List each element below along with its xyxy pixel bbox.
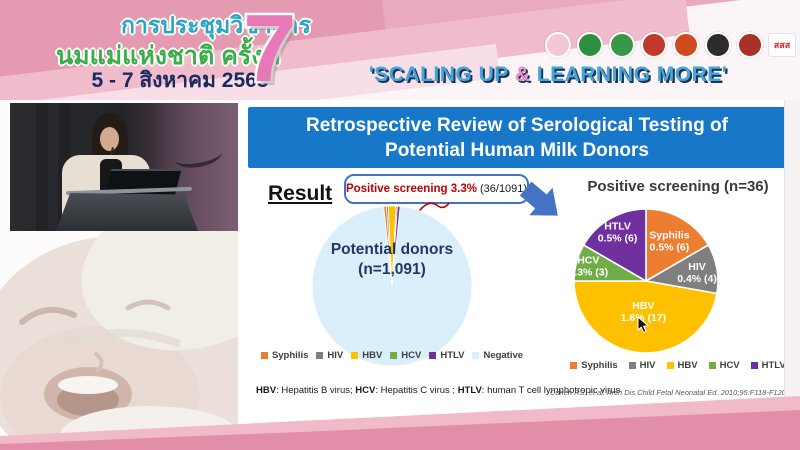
pie-label-syphilis: Syphilis 0.5% (6) (649, 229, 689, 253)
potential-donors-pie-chart (311, 205, 473, 367)
legend-swatch (708, 362, 716, 369)
presentation-slide: Retrospective Review of Serological Test… (238, 100, 800, 424)
thai-health-promotion-logo: สสส (769, 34, 795, 56)
legend-item-htlv: HTLV (429, 350, 464, 361)
legend-swatch (390, 352, 398, 359)
abbreviation-footnote: HBV: Hepatitis B virus; HCV: Hepatitis C… (256, 385, 621, 396)
legend-label: HBV (677, 360, 698, 371)
pie-slice-syphilis (645, 208, 710, 283)
conference-slogan: 'SCALING UP & LEARNING MORE' (368, 63, 728, 86)
black-academy-emblem-logo (705, 32, 731, 58)
legend-item-htlv: HTLV (750, 360, 786, 371)
left-pie-center-label: Potential donors (n=1,091) (330, 241, 454, 278)
edition-number: 7 (240, 0, 298, 100)
projection-screen-baby-image (172, 140, 224, 172)
slide-edge-strip (784, 100, 800, 424)
legend-label: HCV (401, 350, 422, 361)
red-society-emblem-logo (737, 32, 763, 58)
pie-label-hcv: HCV 0.3% (3) (571, 255, 608, 279)
positive-screening-pie-chart: Syphilis 0.5% (6) HIV 0.4% (4) HBV 1.6% (17) H… (571, 208, 719, 354)
citation-reference: Cohen RS, et al. Arch Dis Child Fetal Ne… (549, 388, 788, 397)
legend-label: HIV (327, 350, 344, 361)
pie-label-hiv: HIV 0.4% (4) (677, 261, 717, 285)
presenter-webcam-video (10, 103, 238, 231)
legend-label: Syphilis (581, 360, 618, 371)
legend-item-hbv: HBV (666, 360, 698, 371)
slide-title-line2: Potential Human Milk Donors (385, 139, 649, 161)
legend-label: HIV (639, 360, 656, 371)
podium (56, 193, 198, 231)
legend-swatch (570, 362, 578, 369)
pie-slice-htlv (582, 208, 647, 283)
legend-swatch (260, 352, 268, 359)
legend-item-hcv: HCV (390, 350, 421, 361)
conference-title-line2: นมแม่แห่งชาติ ครั้งที่ (56, 42, 280, 70)
green-health-org-2-logo (609, 32, 635, 58)
conference-banner: การประชุมวิชาการ นมแม่แห่งชาติ ครั้งที่ … (0, 0, 800, 100)
legend-swatch (472, 352, 480, 359)
legend-item-syphilis: Syphilis (570, 360, 618, 371)
green-health-org-logo (577, 32, 603, 58)
baby-photo-background (0, 226, 262, 450)
royal-crest-logo (673, 32, 699, 58)
legend-label: HBV (362, 350, 383, 361)
pie-label-htlv: HTLV 0.5% (6) (598, 221, 638, 245)
callout-highlight: Positive screening 3.3% (345, 183, 477, 195)
breastfeeding-foundation-logo (545, 32, 571, 58)
legend-swatch (429, 352, 437, 359)
legend-swatch (316, 352, 324, 359)
legend-label: Negative (483, 350, 524, 361)
legend-label: HTLV (761, 360, 786, 371)
slide-title-line1: Retrospective Review of Serological Test… (306, 114, 728, 136)
pie-slice-negative (311, 205, 473, 367)
legend-swatch (666, 362, 674, 369)
legend-item-hiv: HIV (628, 360, 656, 371)
sponsor-logos-row: สสส (545, 30, 795, 60)
legend-swatch (351, 352, 359, 359)
right-pie-legend: Syphilis HIV HBV HCV HTLV (560, 360, 796, 371)
presenter-face (100, 127, 119, 151)
legend-item-negative: Negative (472, 350, 523, 361)
pie-slice-hbv (573, 280, 718, 354)
legend-swatch (628, 362, 636, 369)
legend-label: HCV (719, 360, 740, 371)
callout-detail: (36/1091) (479, 183, 528, 195)
conference-title-line1: การประชุมวิชาการ (121, 12, 311, 38)
legend-label: HTLV (440, 350, 465, 361)
ampersand: & (514, 63, 531, 86)
legend-item-hiv: HIV (316, 350, 343, 361)
arrow-to-detail-icon (519, 181, 558, 216)
positive-screening-callout: Positive screening 3.3% (36/1091) (344, 174, 529, 204)
right-pie-title: Positive screening (n=36) (587, 178, 769, 195)
legend-item-hbv: HBV (351, 350, 382, 361)
legend-swatch (750, 362, 758, 369)
left-pie-legend: Syphilis HIV HBV HCV HTLV Negative (242, 350, 542, 361)
callout-pointer-line (416, 202, 450, 215)
stage-panel (36, 103, 48, 231)
mouse-cursor-icon (637, 316, 650, 334)
red-gold-emblem-logo (641, 32, 667, 58)
legend-item-syphilis: Syphilis (260, 350, 309, 361)
slide-title-bar: Retrospective Review of Serological Test… (248, 107, 786, 168)
result-heading: Result (268, 182, 333, 205)
legend-label: Syphilis (271, 350, 309, 361)
conference-date: 5 - 7 สิงหาคม 2563 (91, 69, 269, 92)
pie-label-hbv: HBV 1.6% (17) (621, 300, 667, 324)
legend-item-hcv: HCV (708, 360, 740, 371)
